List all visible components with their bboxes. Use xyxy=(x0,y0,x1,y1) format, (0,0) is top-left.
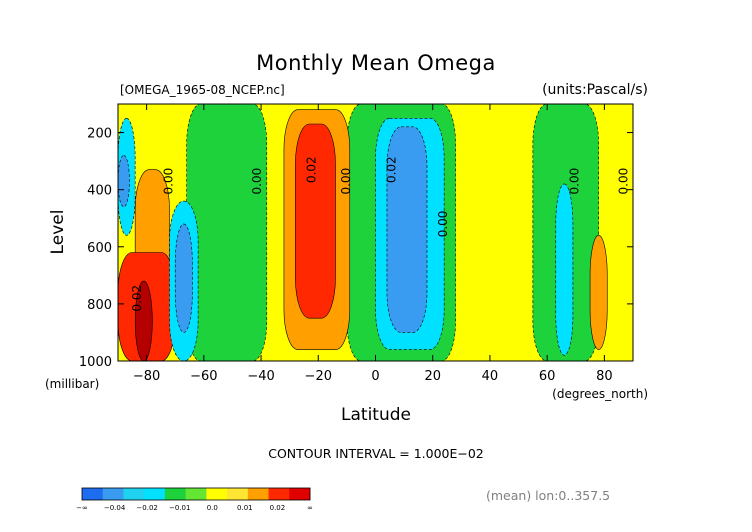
x-tick-label-1: −60 xyxy=(190,369,217,384)
y-axis-label: Level xyxy=(48,210,68,255)
x-tick-label-2: −40 xyxy=(247,369,274,384)
contour-region-5 xyxy=(118,155,130,208)
x-tick-label-7: 60 xyxy=(539,369,556,384)
colorbar-tick-label-4: 0.0 xyxy=(207,504,218,512)
contour-label-0: 0.00 xyxy=(161,168,175,195)
colorbar-swatch-0 xyxy=(82,488,104,500)
contour-label-2: 0.02 xyxy=(304,156,318,183)
colorbar-swatch-9 xyxy=(268,488,290,500)
x-tick-label-6: 40 xyxy=(482,369,499,384)
contour-region-1 xyxy=(186,104,268,361)
colorbar-swatch-6 xyxy=(206,488,228,500)
colorbar-swatch-5 xyxy=(185,488,207,500)
y-tick-label-4: 1000 xyxy=(79,355,112,370)
contour-label-8: 0.02 xyxy=(130,285,144,312)
contour-field xyxy=(118,104,633,361)
contour-label-7: 0.00 xyxy=(616,168,630,195)
y-axis-units: (millibar) xyxy=(45,377,99,391)
units-label: (units:Pascal/s) xyxy=(542,82,648,98)
contour-region-7 xyxy=(295,123,336,319)
x-axis-ticks: −80 −60 −40 −20 0 20 40 60 80 xyxy=(133,104,613,384)
colorbar-tick-label-2: −0.02 xyxy=(136,504,157,512)
x-tick-label-3: −20 xyxy=(305,369,332,384)
contour-region-15 xyxy=(555,183,574,356)
colorbar-swatch-4 xyxy=(164,488,186,500)
contour-region-16 xyxy=(589,235,608,350)
contour-label-6: 0.00 xyxy=(568,168,582,195)
chart-title: Monthly Mean Omega xyxy=(256,51,496,75)
colorbar-frame xyxy=(81,487,311,501)
x-axis-label: Latitude xyxy=(341,405,411,425)
contour-interval-label: CONTOUR INTERVAL = 1.000E−02 xyxy=(268,446,484,461)
x-tick-label-8: 80 xyxy=(596,369,613,384)
contour-region-9 xyxy=(386,126,428,333)
y-axis-ticks: 200 400 600 800 1000 xyxy=(79,127,633,370)
file-label: [OMEGA_1965-08_NCEP.nc] xyxy=(120,83,285,97)
contour-region-14 xyxy=(174,223,193,333)
colorbar-swatch-2 xyxy=(123,488,145,500)
x-tick-label-0: −80 xyxy=(133,369,160,384)
y-tick-label-1: 400 xyxy=(87,184,112,199)
contour-label-1: 0.00 xyxy=(250,168,264,195)
y-tick-label-0: 200 xyxy=(87,127,112,142)
colorbar: −∞ −0.04 −0.02 −0.01 0.0 0.01 0.02 ∞ xyxy=(76,487,313,512)
colorbar-swatch-7 xyxy=(227,488,249,500)
colorbar-swatch-1 xyxy=(102,488,124,500)
footnote: (mean) lon:0..357.5 xyxy=(486,488,610,503)
contour-label-3: 0.00 xyxy=(339,168,353,195)
colorbar-tick-label-6: 0.02 xyxy=(270,504,286,512)
y-tick-label-3: 800 xyxy=(87,298,112,313)
x-tick-label-4: 0 xyxy=(371,369,379,384)
colorbar-tick-label-3: −0.01 xyxy=(169,504,190,512)
colorbar-tick-label-5: 0.01 xyxy=(237,504,253,512)
colorbar-swatch-3 xyxy=(144,488,166,500)
colorbar-swatch-10 xyxy=(289,488,311,500)
x-tick-label-5: 20 xyxy=(424,369,441,384)
x-axis-units: (degrees_north) xyxy=(552,387,648,401)
colorbar-swatch-8 xyxy=(247,488,269,500)
contour-label-4: 0.02 xyxy=(385,156,399,183)
colorbar-tick-label-1: −0.04 xyxy=(104,504,126,512)
contour-label-5: 0.00 xyxy=(436,211,450,238)
y-tick-label-2: 600 xyxy=(87,241,112,256)
contour-labels: 0.00 0.00 0.02 0.00 0.02 0.00 0.00 0.00 0.02 xyxy=(130,156,630,311)
colorbar-tick-label-7: ∞ xyxy=(307,504,313,512)
colorbar-tick-label-0: −∞ xyxy=(76,504,88,512)
